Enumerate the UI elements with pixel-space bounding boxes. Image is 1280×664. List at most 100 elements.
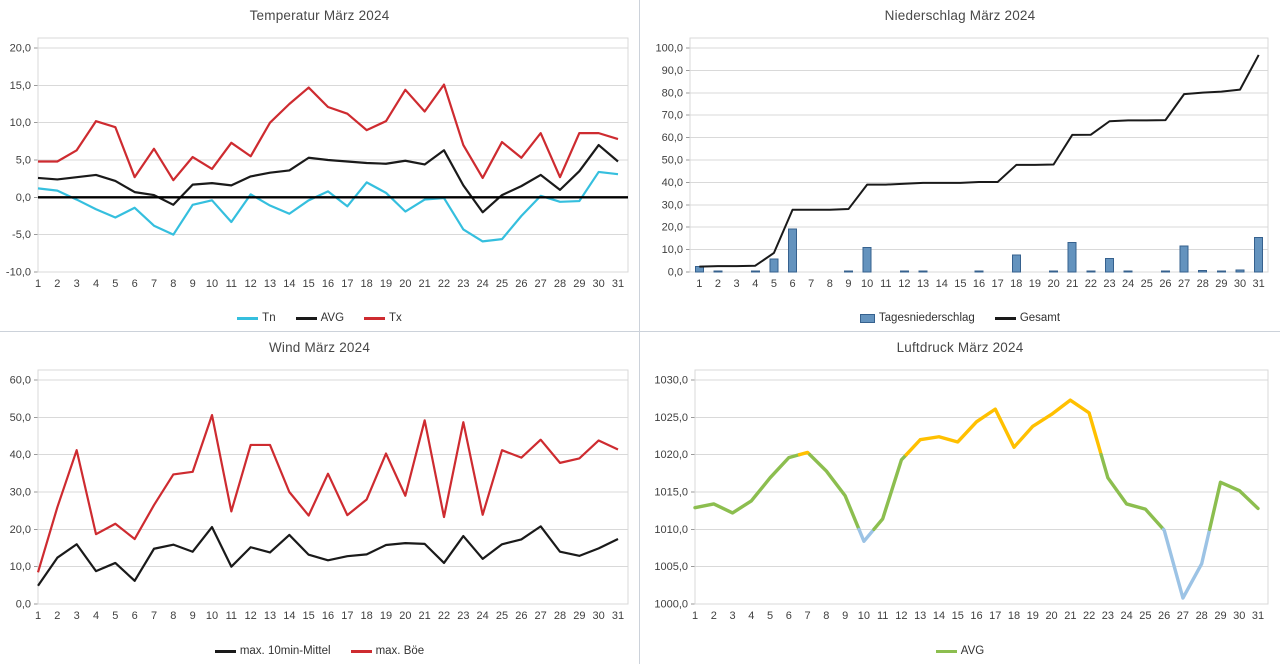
svg-text:1: 1 xyxy=(696,278,702,290)
series-line-tx xyxy=(38,83,619,182)
svg-text:50,0: 50,0 xyxy=(10,412,31,424)
plot-frame xyxy=(37,369,629,605)
svg-text:20: 20 xyxy=(399,610,411,622)
gridlines xyxy=(38,379,628,605)
svg-text:15: 15 xyxy=(303,610,315,622)
svg-text:10: 10 xyxy=(206,278,218,290)
svg-text:-5,0: -5,0 xyxy=(12,229,31,241)
svg-text:27: 27 xyxy=(535,610,547,622)
svg-text:13: 13 xyxy=(264,610,276,622)
svg-text:2: 2 xyxy=(54,278,60,290)
svg-text:18: 18 xyxy=(1010,278,1022,290)
svg-text:22: 22 xyxy=(1085,278,1097,290)
line-swatch-icon xyxy=(994,316,1016,320)
y-axis-ticks xyxy=(34,47,38,273)
svg-text:11: 11 xyxy=(877,610,888,622)
svg-text:13: 13 xyxy=(917,278,929,290)
legend-item-tx: Tx xyxy=(364,312,402,324)
svg-text:22: 22 xyxy=(1083,610,1095,622)
svg-text:30,0: 30,0 xyxy=(662,199,683,211)
svg-text:16: 16 xyxy=(322,278,334,290)
svg-text:4: 4 xyxy=(93,610,99,622)
svg-text:8: 8 xyxy=(823,610,829,622)
svg-text:2: 2 xyxy=(715,278,721,290)
svg-text:29: 29 xyxy=(573,610,585,622)
svg-text:19: 19 xyxy=(1029,278,1041,290)
svg-text:29: 29 xyxy=(1215,278,1227,290)
svg-text:1015,0: 1015,0 xyxy=(654,487,688,499)
precipitation-chart-panel: 0,0 10,0 20,0 30,0 40,0 50,0 60,0 70,0 80,0 90,0 1… xyxy=(640,0,1280,332)
svg-text:7: 7 xyxy=(151,610,157,622)
pressure-chart-title: Luftdruck März 2024 xyxy=(896,340,1024,355)
svg-text:8: 8 xyxy=(170,610,176,622)
svg-text:21: 21 xyxy=(1066,278,1078,290)
svg-text:17: 17 xyxy=(989,610,1001,622)
legend-label: AVG xyxy=(320,312,345,324)
svg-text:20,0: 20,0 xyxy=(662,222,683,234)
wind-legend: max. 10min-Mittel max. Böe xyxy=(0,645,639,657)
svg-text:11: 11 xyxy=(880,278,891,290)
svg-text:9: 9 xyxy=(190,610,196,622)
svg-text:30: 30 xyxy=(593,278,605,290)
svg-text:11: 11 xyxy=(226,278,237,290)
svg-text:13: 13 xyxy=(914,610,926,622)
plot-frame xyxy=(694,369,1269,605)
svg-text:80,0: 80,0 xyxy=(662,87,683,99)
svg-text:21: 21 xyxy=(1064,610,1076,622)
svg-text:3: 3 xyxy=(74,278,80,290)
svg-text:31: 31 xyxy=(1253,278,1265,290)
svg-text:12: 12 xyxy=(245,278,257,290)
svg-text:50,0: 50,0 xyxy=(662,155,683,167)
svg-text:14: 14 xyxy=(283,278,295,290)
svg-text:26: 26 xyxy=(1159,278,1171,290)
svg-text:18: 18 xyxy=(361,610,373,622)
y-axis-labels: 0,0 10,0 20,0 30,0 40,0 50,0 60,0 xyxy=(10,375,31,611)
svg-text:4: 4 xyxy=(93,278,99,290)
line-swatch-icon xyxy=(364,316,386,320)
svg-text:14: 14 xyxy=(283,610,295,622)
svg-text:7: 7 xyxy=(805,610,811,622)
svg-text:25: 25 xyxy=(496,610,508,622)
wind-chart-panel: 0,0 10,0 20,0 30,0 40,0 50,0 60,0 1 2 3 4 5 6 7 8 9 10 11… xyxy=(0,332,640,664)
svg-text:23: 23 xyxy=(457,610,469,622)
series-line-tn xyxy=(37,170,619,243)
wind-plot: 0,010,020,030,040,050,060,01 2 3 4 5 6 7 8 9 10 11… xyxy=(10,369,629,622)
svg-text:40,0: 40,0 xyxy=(662,177,683,189)
svg-text:20: 20 xyxy=(1045,610,1057,622)
svg-text:31: 31 xyxy=(1252,610,1264,622)
svg-text:25: 25 xyxy=(1141,278,1153,290)
svg-text:0,0: 0,0 xyxy=(16,599,31,611)
svg-text:24: 24 xyxy=(477,610,489,622)
wind-chart-title: Wind März 2024 xyxy=(268,340,371,355)
svg-text:31: 31 xyxy=(612,278,624,290)
svg-text:6: 6 xyxy=(786,610,792,622)
temperature-legend: Tn AVG Tx xyxy=(0,312,639,324)
svg-text:15: 15 xyxy=(303,278,315,290)
svg-text:1025,0: 1025,0 xyxy=(654,412,688,424)
bar-swatch-icon xyxy=(859,313,875,323)
series-line-gesamt xyxy=(699,54,1260,268)
svg-text:17: 17 xyxy=(992,278,1004,290)
svg-text:1: 1 xyxy=(692,610,698,622)
temperature-plot: -10,0-5,00,05,010,015,020,01 2 3 4 5 6 7 8 9 10 11… xyxy=(6,37,629,290)
line-swatch-icon xyxy=(935,649,957,653)
svg-text:70,0: 70,0 xyxy=(662,110,683,122)
svg-text:10,0: 10,0 xyxy=(10,561,31,573)
svg-text:18: 18 xyxy=(361,278,373,290)
gridlines xyxy=(690,47,1268,273)
legend-item-tn: Tn xyxy=(237,312,276,324)
svg-text:5: 5 xyxy=(112,610,118,622)
svg-text:5,0: 5,0 xyxy=(16,155,31,167)
svg-text:13: 13 xyxy=(264,278,276,290)
svg-text:16: 16 xyxy=(970,610,982,622)
svg-text:9: 9 xyxy=(845,278,851,290)
svg-text:11: 11 xyxy=(226,610,237,622)
line-swatch-icon xyxy=(237,316,259,320)
svg-text:90,0: 90,0 xyxy=(662,65,683,77)
svg-text:3: 3 xyxy=(729,610,735,622)
legend-item-max-b-e: max. Böe xyxy=(350,645,424,657)
series-line-max. böe xyxy=(36,413,619,573)
svg-text:3: 3 xyxy=(734,278,740,290)
svg-text:1010,0: 1010,0 xyxy=(654,524,688,536)
svg-text:19: 19 xyxy=(380,610,392,622)
